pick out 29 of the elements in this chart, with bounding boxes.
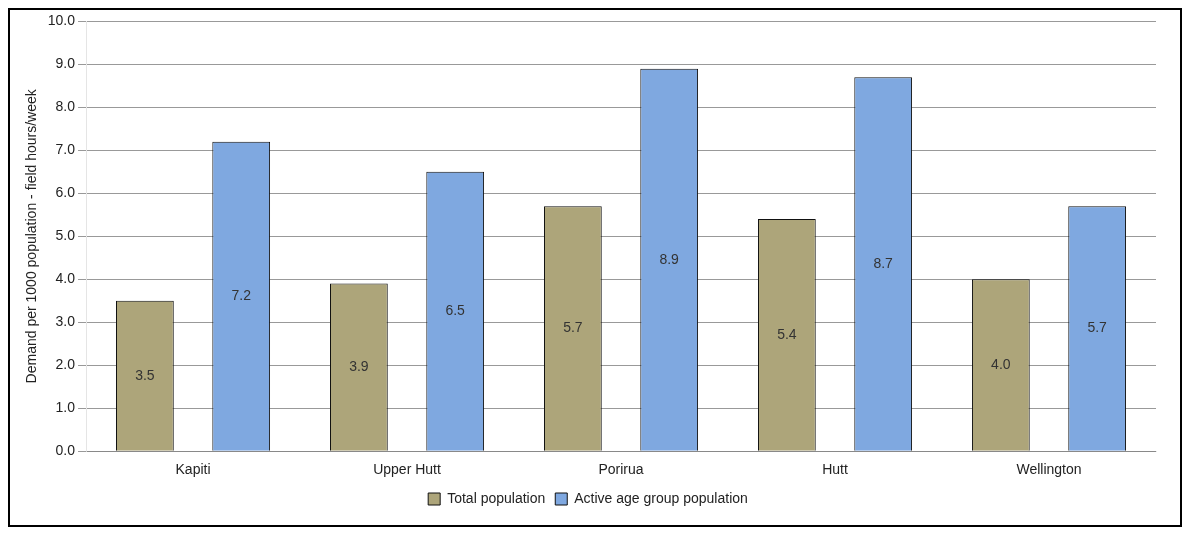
y-tick-label: 6.0: [55, 184, 76, 201]
y-tick-label: 9.0: [55, 55, 76, 72]
y-tick-label: 0.0: [55, 442, 76, 459]
data-label: 5.7: [1087, 319, 1108, 336]
y-tick-label: 8.0: [55, 98, 76, 115]
data-label: 5.7: [563, 319, 583, 336]
data-label: 8.9: [659, 250, 680, 267]
legend-label: Total population: [447, 489, 546, 506]
y-tick-label: 3.0: [55, 313, 76, 330]
data-label: 4.0: [991, 355, 1011, 372]
y-tick-label: 5.0: [55, 227, 76, 244]
data-label: 6.5: [445, 302, 466, 319]
data-label: 5.4: [777, 325, 797, 342]
x-tick-label: Kapiti: [175, 461, 211, 478]
y-tick-label: 7.0: [55, 141, 76, 158]
y-tick-label: 2.0: [55, 356, 76, 373]
y-tick-label: 1.0: [55, 399, 76, 416]
legend-label: Active age group population: [574, 489, 748, 506]
data-label: 3.5: [135, 366, 155, 383]
x-tick-label: Wellington: [1016, 461, 1082, 478]
x-tick-label: Hutt: [822, 461, 848, 478]
x-tick-label: Upper Hutt: [373, 461, 441, 478]
y-axis-title: Demand per 1000 population - field hours/week: [23, 88, 40, 384]
data-label: 3.9: [349, 358, 369, 374]
data-label: 8.7: [873, 254, 894, 271]
y-tick-label: 4.0: [55, 270, 76, 287]
data-label: 7.2: [231, 287, 252, 304]
x-tick-label: Porirua: [598, 461, 644, 478]
y-tick-label: 10.0: [47, 12, 76, 29]
